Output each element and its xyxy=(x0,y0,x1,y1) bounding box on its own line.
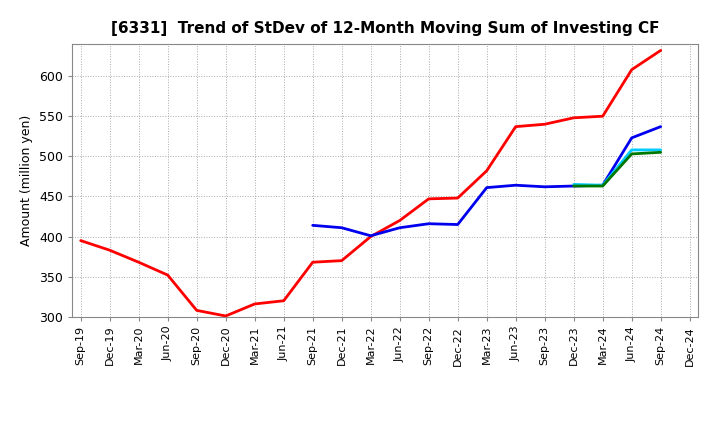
3 Years xyxy=(251,301,259,307)
Y-axis label: Amount (million yen): Amount (million yen) xyxy=(20,115,33,246)
3 Years xyxy=(163,272,172,278)
10 Years xyxy=(570,183,578,189)
10 Years xyxy=(598,183,607,189)
7 Years xyxy=(570,182,578,187)
3 Years xyxy=(627,67,636,72)
10 Years xyxy=(627,151,636,157)
Line: 7 Years: 7 Years xyxy=(574,150,661,185)
3 Years xyxy=(135,260,143,265)
Line: 10 Years: 10 Years xyxy=(574,152,661,186)
5 Years xyxy=(424,221,433,226)
3 Years xyxy=(511,124,520,129)
5 Years xyxy=(395,225,404,231)
3 Years xyxy=(424,196,433,202)
3 Years xyxy=(395,218,404,223)
3 Years xyxy=(598,114,607,119)
3 Years xyxy=(308,260,317,265)
3 Years xyxy=(76,238,85,243)
3 Years xyxy=(657,48,665,53)
7 Years xyxy=(598,183,607,188)
3 Years xyxy=(366,234,375,239)
3 Years xyxy=(338,258,346,263)
3 Years xyxy=(279,298,288,304)
5 Years xyxy=(366,233,375,238)
Line: 5 Years: 5 Years xyxy=(312,127,661,236)
10 Years xyxy=(657,150,665,155)
5 Years xyxy=(308,223,317,228)
5 Years xyxy=(454,222,462,227)
Line: 3 Years: 3 Years xyxy=(81,51,661,316)
3 Years xyxy=(105,248,114,253)
3 Years xyxy=(221,313,230,319)
5 Years xyxy=(570,183,578,189)
Title: [6331]  Trend of StDev of 12-Month Moving Sum of Investing CF: [6331] Trend of StDev of 12-Month Moving… xyxy=(111,21,660,36)
3 Years xyxy=(454,195,462,201)
5 Years xyxy=(338,225,346,231)
7 Years xyxy=(657,147,665,153)
5 Years xyxy=(657,124,665,129)
3 Years xyxy=(482,168,491,173)
5 Years xyxy=(511,183,520,188)
5 Years xyxy=(598,183,607,188)
3 Years xyxy=(570,115,578,121)
5 Years xyxy=(482,185,491,190)
5 Years xyxy=(541,184,549,190)
5 Years xyxy=(627,135,636,140)
7 Years xyxy=(627,147,636,153)
3 Years xyxy=(192,308,201,313)
3 Years xyxy=(541,121,549,127)
